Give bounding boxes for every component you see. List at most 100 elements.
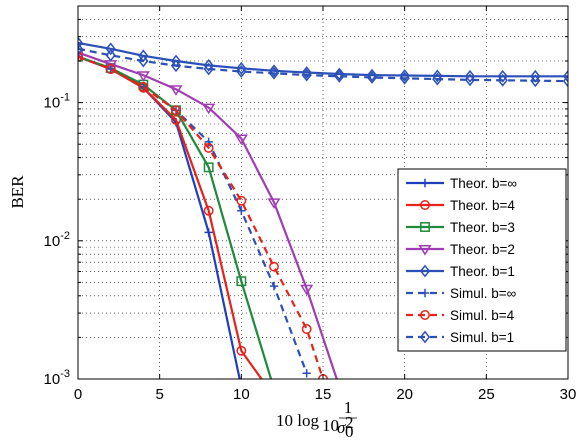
marker-diamond [419, 264, 431, 278]
marker-circle [138, 81, 149, 92]
marker-triangle-down [169, 85, 183, 96]
legend-label: Theor. b=4 [450, 198, 515, 213]
marker-diamond [432, 69, 443, 83]
series-4 [78, 36, 568, 83]
marker-triangle-down [300, 284, 314, 296]
legend-label: Theor. b=2 [450, 242, 515, 257]
marker-circle [420, 200, 430, 210]
svg-text:0: 0 [345, 422, 354, 440]
y-axis-label: BER [8, 175, 27, 209]
y-tick-label: 10-1 [44, 92, 70, 112]
marker-triangle-down [267, 198, 281, 209]
marker-triangle-down [136, 71, 150, 82]
marker-diamond [268, 64, 280, 78]
marker-diamond [497, 73, 508, 87]
legend: Theor. b=∞ Theor. b=4 Theor. b=3 Theor. b=2… [397, 168, 567, 352]
marker-plus [106, 64, 115, 74]
marker-triangle-down [234, 134, 248, 146]
series-line [78, 55, 325, 379]
legend-label: Simul. b=∞ [450, 286, 517, 301]
marker-diamond [399, 69, 410, 82]
ticks: 0 5 10 15 20 25 30 10-1 10-2 10-3 [44, 5, 577, 403]
marker-diamond [464, 73, 476, 87]
marker-diamond [334, 67, 345, 81]
legend-box [397, 168, 567, 352]
marker-plus [237, 206, 246, 215]
marker-circle [236, 195, 247, 206]
marker-diamond [78, 42, 84, 56]
marker-plus [204, 228, 213, 237]
marker-circle [420, 310, 430, 320]
marker-diamond [464, 69, 476, 83]
marker-diamond [366, 68, 378, 82]
marker-circle [236, 345, 247, 356]
marker-plus [420, 178, 430, 188]
marker-diamond [236, 65, 247, 78]
legend-label: Theor. b=3 [450, 220, 515, 235]
x-tick-label: 10 [233, 386, 250, 403]
x-tick-label: 30 [560, 386, 577, 403]
legend-entry: Theor. b=4 [406, 198, 515, 213]
legend-entry: Simul. b=∞ [406, 286, 517, 301]
marker-diamond [203, 58, 214, 72]
marker-diamond [236, 61, 247, 75]
legend-entry: Theor. b=1 [406, 264, 515, 279]
marker-diamond [366, 71, 378, 84]
marker-square [236, 276, 247, 287]
marker-plus [269, 281, 279, 291]
marker-diamond [562, 74, 568, 88]
marker-diamond [78, 36, 84, 50]
legend-entry: Theor. b=2 [406, 242, 515, 257]
marker-circle [203, 142, 214, 153]
series-layer [78, 36, 568, 379]
legend-entry: Simul. b=1 [406, 330, 514, 345]
marker-triangle-down [202, 103, 216, 115]
legend-label: Theor. b=∞ [450, 176, 517, 191]
marker-circle [105, 64, 116, 74]
marker-diamond [170, 59, 182, 73]
y-tick-label: 10-2 [44, 230, 70, 250]
marker-square [420, 222, 430, 232]
x-tick-label: 25 [478, 386, 495, 403]
legend-label: Simul. b=4 [450, 308, 515, 323]
series-line [78, 41, 568, 78]
svg-text:σ: σ [337, 418, 346, 437]
marker-diamond [530, 74, 541, 88]
marker-plus [302, 369, 311, 378]
marker-circle [171, 114, 181, 125]
marker-diamond [138, 54, 149, 68]
marker-diamond [419, 330, 431, 344]
marker-plus [420, 288, 430, 298]
marker-diamond [334, 69, 345, 83]
legend-entry: Simul. b=4 [406, 308, 515, 323]
marker-circle [203, 205, 214, 216]
legend-entry: Theor. b=∞ [406, 176, 517, 191]
legend-label: Theor. b=1 [450, 264, 515, 279]
legend-label: Simul. b=1 [450, 330, 514, 345]
series-7 [78, 42, 568, 88]
marker-diamond [399, 71, 410, 85]
svg-text:1: 1 [344, 398, 353, 417]
x-tick-label: 20 [396, 386, 413, 403]
marker-diamond [268, 66, 280, 80]
svg-text:2: 2 [345, 413, 354, 432]
y-tick-label: 10-3 [44, 368, 70, 388]
marker-diamond [301, 68, 312, 82]
marker-square [203, 162, 214, 173]
marker-circle [301, 324, 312, 334]
svg-text:10 log: 10 log [276, 411, 319, 430]
marker-diamond [562, 69, 568, 83]
series-line [78, 47, 568, 83]
marker-diamond [105, 48, 116, 62]
series-line [78, 51, 338, 379]
marker-plus [204, 137, 213, 147]
marker-circle [171, 105, 181, 116]
marker-diamond [497, 69, 508, 83]
x-tick-label: 15 [315, 386, 332, 403]
marker-diamond [301, 66, 312, 79]
x-tick-label: 5 [155, 386, 163, 403]
marker-circle [269, 261, 279, 272]
x-axis-label: 10 log 10 1 σ 0 2 [276, 398, 357, 440]
marker-diamond [105, 42, 116, 56]
